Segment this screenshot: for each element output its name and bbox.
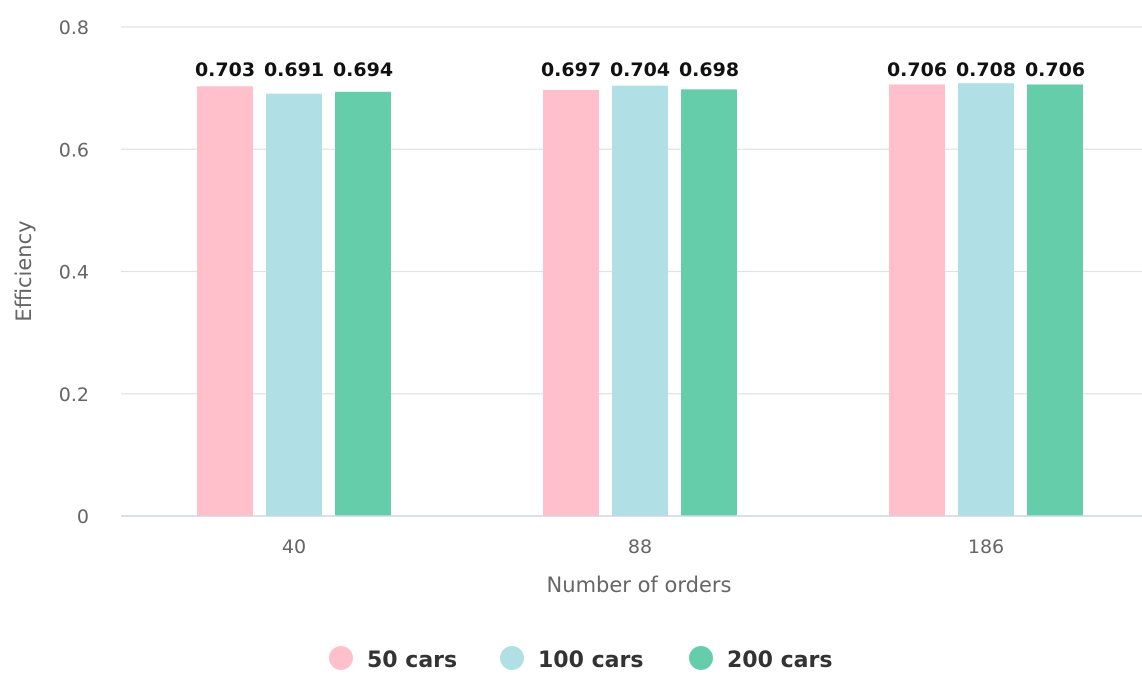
legend-label-2: 100 cars: [538, 648, 643, 673]
y-tick-label: 0.6: [59, 139, 89, 161]
bar: [335, 91, 391, 516]
data-label: 0.704: [610, 59, 670, 81]
bar: [543, 89, 599, 517]
x-tick-label: 40: [282, 536, 306, 558]
data-label: 0.697: [541, 59, 601, 81]
data-label: 0.691: [264, 59, 324, 81]
bars: [197, 83, 1083, 517]
bar: [1027, 84, 1083, 517]
data-label: 0.706: [887, 59, 947, 81]
data-label: 0.706: [1025, 59, 1085, 81]
data-labels: 0.703 0.691 0.694 0.697 0.704 0.698 0.706 0.708…: [195, 59, 1085, 81]
data-label: 0.698: [679, 59, 739, 81]
data-label: 0.694: [333, 59, 393, 81]
bar: [197, 86, 253, 516]
bar: [266, 93, 322, 516]
data-label: 0.703: [195, 59, 255, 81]
x-tick-label: 88: [628, 536, 652, 558]
bar: [612, 85, 668, 517]
legend: 50 cars 100 cars 200 cars: [329, 646, 832, 673]
legend-label-1: 50 cars: [367, 648, 457, 673]
x-axis-ticks: 40 88 186: [282, 536, 1004, 558]
y-tick-label: 0.8: [59, 17, 89, 39]
bar: [958, 83, 1014, 517]
bar: [681, 89, 737, 516]
y-axis-title: Efficiency: [12, 220, 36, 321]
y-tick-label: 0.2: [59, 384, 89, 406]
bar: [889, 84, 945, 517]
x-axis-title: Number of orders: [547, 573, 732, 597]
y-axis-ticks: 0 0.2 0.4 0.6 0.8: [59, 17, 89, 528]
legend-swatch-2: [500, 646, 524, 670]
data-label: 0.708: [956, 59, 1016, 81]
legend-swatch-3: [689, 646, 713, 670]
legend-label-3: 200 cars: [727, 648, 832, 673]
y-tick-label: 0: [77, 506, 89, 528]
x-tick-label: 186: [968, 536, 1004, 558]
legend-swatch-1: [329, 646, 353, 670]
y-tick-label: 0.4: [59, 262, 89, 284]
